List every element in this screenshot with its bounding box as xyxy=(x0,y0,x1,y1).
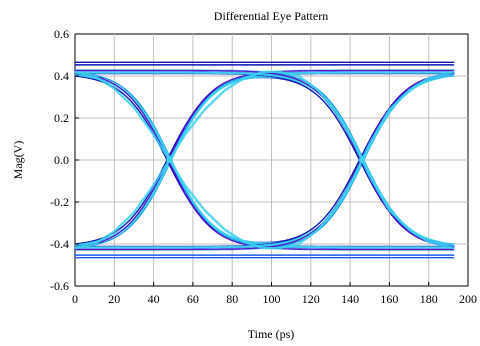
crossing-point xyxy=(166,157,173,163)
x-tick-label: 20 xyxy=(108,292,120,306)
x-tick-label: 200 xyxy=(459,292,477,306)
x-tick-label: 40 xyxy=(148,292,160,306)
crossing-point xyxy=(358,157,365,163)
x-tick-label: 180 xyxy=(420,292,438,306)
eye-traces xyxy=(74,61,455,259)
y-tick-label: 0.4 xyxy=(54,69,69,83)
y-tick-label: -0.4 xyxy=(50,237,69,251)
x-tick-label: 80 xyxy=(226,292,238,306)
y-tick-label: -0.6 xyxy=(50,279,69,293)
x-tick-label: 120 xyxy=(302,292,320,306)
x-tick-label: 140 xyxy=(341,292,359,306)
x-tick-label: 0 xyxy=(72,292,78,306)
x-tick-label: 160 xyxy=(380,292,398,306)
x-axis-label: Time (ps) xyxy=(248,327,295,341)
x-tick-label: 60 xyxy=(187,292,199,306)
eye-series-trace xyxy=(74,70,280,250)
x-axis-ticks: 0 20 40 60 80 100 120 140 160 180 200 xyxy=(72,282,477,306)
y-tick-label: -0.2 xyxy=(50,195,69,209)
y-tick-label: 0.2 xyxy=(54,111,69,125)
eye-trace xyxy=(75,71,455,246)
y-axis-label: Mag(V) xyxy=(11,141,25,180)
y-tick-label: 0.0 xyxy=(54,153,69,167)
eye-trace xyxy=(75,74,455,249)
y-axis-ticks: 0.6 0.4 0.2 0.0 -0.2 -0.4 -0.6 xyxy=(50,27,79,293)
eye-series-trace xyxy=(74,70,280,250)
y-tick-label: 0.6 xyxy=(54,27,69,41)
x-tick-label: 100 xyxy=(263,292,281,306)
chart-title: Differential Eye Pattern xyxy=(214,9,328,23)
